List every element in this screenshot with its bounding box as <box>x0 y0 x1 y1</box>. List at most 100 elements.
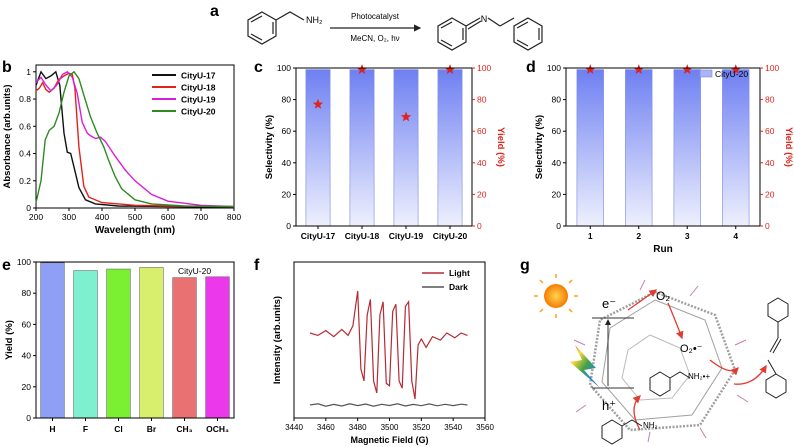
bar-br <box>139 267 164 419</box>
x-tick-label: 3480 <box>349 423 367 432</box>
yield-star-marker <box>312 98 324 109</box>
series-cityu-19 <box>35 70 235 208</box>
amine-molecule <box>601 419 643 445</box>
reaction-conditions-label: MeCN, O₂, hν <box>350 34 399 43</box>
selectivity-bar <box>349 69 375 227</box>
mechanism-illustration: e⁻ h⁺ O₂ O₂•⁻ NH₂•+ NH₂ <box>534 274 789 445</box>
hole-oxidation-arrow <box>632 395 641 431</box>
y-tick-label: 20 <box>552 189 562 199</box>
y-tick-label: 0 <box>556 221 561 231</box>
legend-label-cityu-18: CityU-18 <box>181 83 216 93</box>
series-dark <box>309 403 468 407</box>
plot-frame <box>295 67 473 227</box>
x-tick-label: 700 <box>194 212 208 222</box>
y2-tick-label: 0 <box>477 221 482 231</box>
legend-label-cityu-17: CityU-17 <box>181 71 216 81</box>
x-tick-label: 3500 <box>381 423 399 432</box>
x-tick-label: 500 <box>128 212 142 222</box>
radical-coupling-arrow <box>709 359 739 376</box>
x-tick-label: CityU-20 <box>433 231 468 241</box>
y-tick-label: 80 <box>22 288 32 298</box>
substituent-yield-chart: H F Cl Br CH₃ OCH₃ 0 20 40 60 80 100 Yield (%) CityU-… <box>4 257 235 434</box>
x-axis-label: Wavelength (nm) <box>95 225 175 236</box>
plot-frame <box>35 261 235 419</box>
reaction-catalyst-label: Photocatalyst <box>351 12 400 21</box>
amine-radical-label: NH₂•+ <box>688 372 710 381</box>
absorbance-chart: 200 300 400 500 600 700 800 0 0.2 0.4 0.6 0.8 1 Wavel… <box>2 64 241 236</box>
legend-label-dark: Dark <box>449 282 468 292</box>
x-tick-label: 3520 <box>412 423 430 432</box>
y-tick-label: 80 <box>552 95 562 105</box>
benzene-ring-reactant <box>247 11 277 45</box>
panel-letter-c: c <box>254 59 263 76</box>
selectivity-bar <box>673 69 701 227</box>
series-cityu-17 <box>35 70 235 208</box>
imine-product-molecule <box>765 297 789 399</box>
x-tick-label: 2 <box>636 231 641 241</box>
yield-star-marker <box>633 64 644 74</box>
bar-ch <box>172 277 197 419</box>
y2-tick-label: 80 <box>477 95 487 105</box>
legend-label-cityu-19: CityU-19 <box>181 95 216 105</box>
product-n-label: N <box>481 14 488 24</box>
yield-star-marker <box>356 64 368 74</box>
selectivity-bar <box>625 69 653 227</box>
y-tick-label: 100 <box>17 257 31 267</box>
bar-och <box>205 276 230 419</box>
x-tick-label: 800 <box>227 212 241 222</box>
y-tick-label: 40 <box>282 158 292 168</box>
y2-tick-label: 0 <box>765 221 770 231</box>
oxygen-reduction-arrow <box>667 302 684 340</box>
x-tick-label: Cl <box>114 424 123 434</box>
annotation-label: CityU-20 <box>178 266 211 276</box>
yield-star-marker <box>400 111 412 122</box>
y-axis-label: Selectivity (%) <box>534 115 545 179</box>
y-tick-label: 0.4 <box>19 149 31 159</box>
x-tick-label: 3560 <box>476 423 494 432</box>
reaction-scheme <box>247 11 543 51</box>
x-tick-label: 3 <box>685 231 690 241</box>
legend-swatch <box>699 69 713 78</box>
x-tick-label: 600 <box>161 212 175 222</box>
y2-tick-label: 100 <box>765 63 779 73</box>
y-tick-label: 0.2 <box>19 176 31 186</box>
panel-letter-e: e <box>2 257 11 274</box>
y-axis-label: Yield (%) <box>4 320 15 360</box>
y2-tick-label: 80 <box>765 95 775 105</box>
x-tick-label: 300 <box>62 212 76 222</box>
yield-star-marker <box>444 64 456 74</box>
y2-axis-label: Yield (%) <box>783 127 794 167</box>
light-bolt-icon <box>570 345 600 388</box>
benzene-ring-product-2 <box>513 17 543 51</box>
legend-label-cityu-20: CityU-20 <box>181 107 216 117</box>
yield-star-marker <box>730 64 741 74</box>
y2-tick-label: 60 <box>765 126 775 136</box>
legend-label: CityU-20 <box>715 69 748 79</box>
catalyst-selectivity-chart: CityU-17 CityU-18 CityU-19 CityU-20 0 0 20 20 40… <box>264 63 506 241</box>
yield-star-marker <box>585 64 596 74</box>
selectivity-bar <box>722 69 750 227</box>
selectivity-bar <box>437 69 463 227</box>
yield-star-marker <box>682 64 693 74</box>
epr-spectrum-chart: 3440 3460 3480 3500 3520 3540 3560 Magnetic Fie… <box>272 261 494 445</box>
panel-letter-g: g <box>520 257 530 274</box>
x-tick-label: CityU-19 <box>389 231 424 241</box>
y-tick-label: 100 <box>277 63 291 73</box>
product-release-arrow <box>733 364 767 385</box>
panel-letter-a: a <box>210 3 219 20</box>
y2-tick-label: 100 <box>477 63 491 73</box>
y-tick-label: 40 <box>22 351 32 361</box>
x-tick-label: 400 <box>95 212 109 222</box>
y-tick-label: 1 <box>26 67 31 77</box>
amine-label: NH₂ <box>643 421 658 430</box>
y-tick-label: 60 <box>552 126 562 136</box>
y2-tick-label: 60 <box>477 126 487 136</box>
x-tick-label: 3540 <box>444 423 462 432</box>
x-tick-label: 4 <box>733 231 738 241</box>
x-tick-label: 200 <box>29 212 43 222</box>
x-tick-label: 3440 <box>285 423 303 432</box>
y-tick-label: 0 <box>286 221 291 231</box>
bar-f <box>73 270 98 419</box>
